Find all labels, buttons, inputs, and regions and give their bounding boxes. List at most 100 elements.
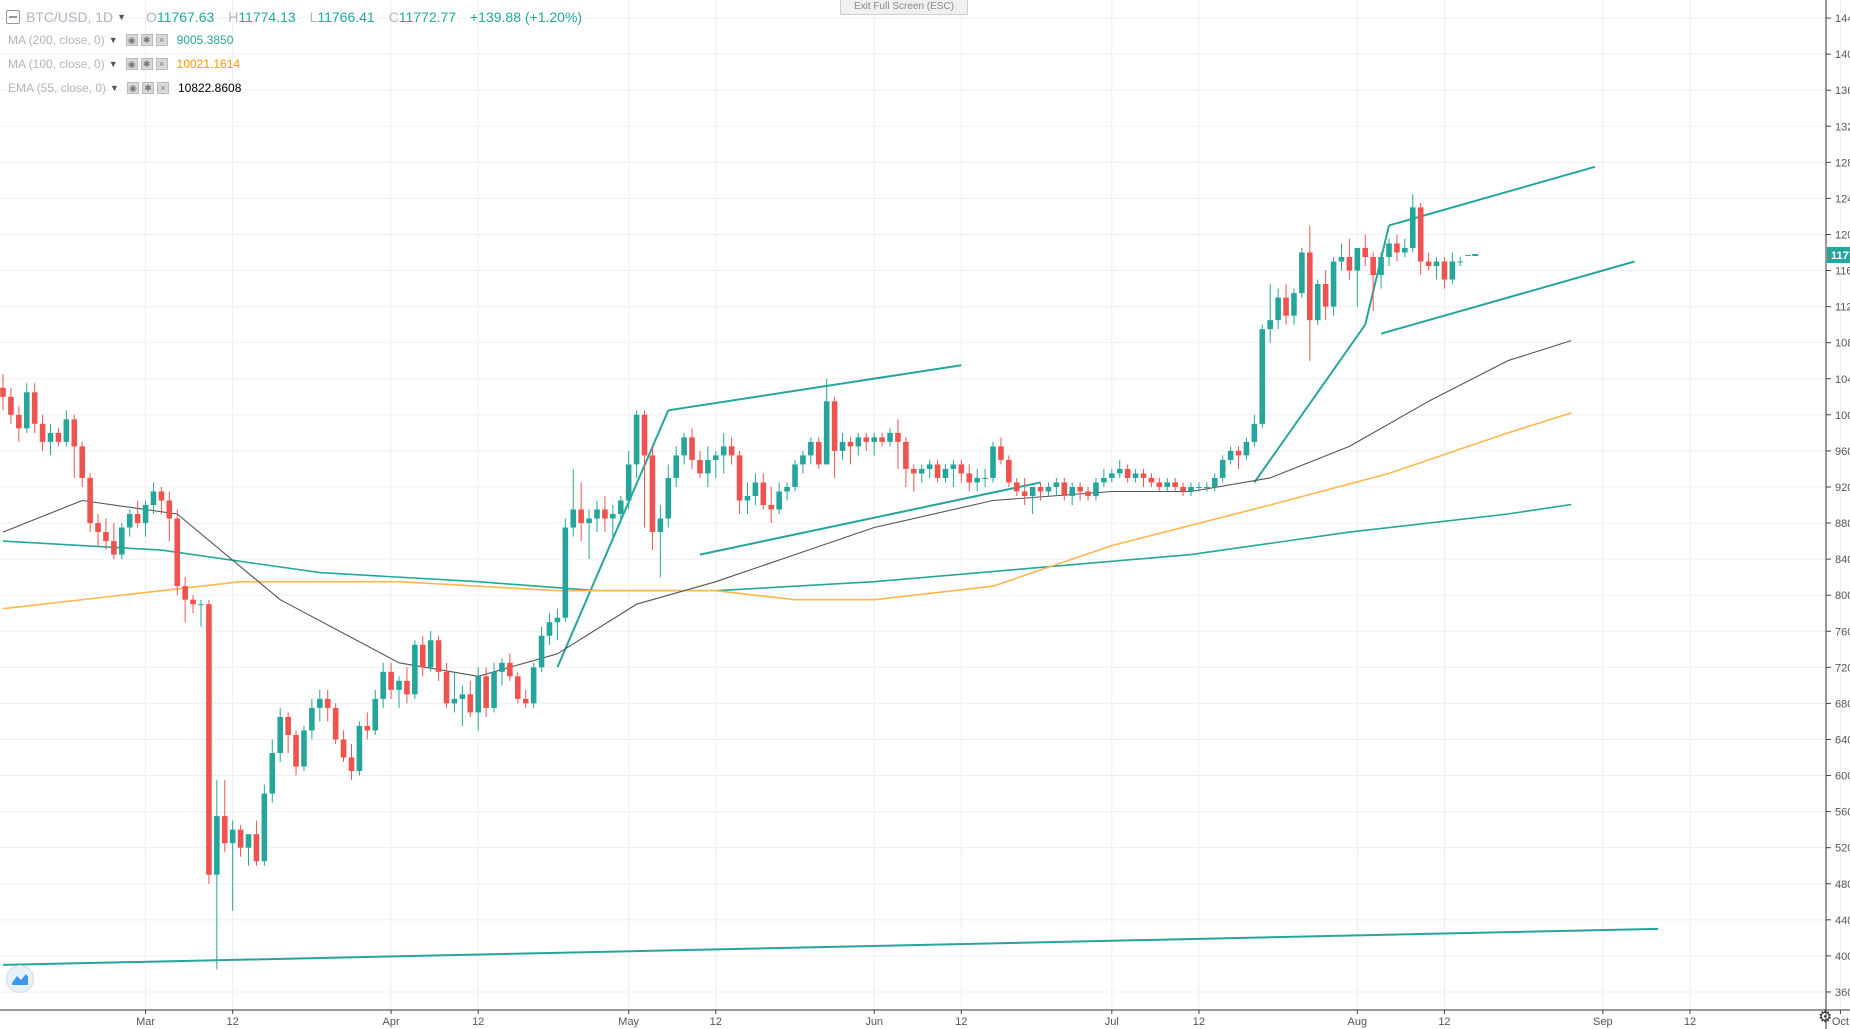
candle (1330, 257, 1337, 316)
candle (309, 698, 315, 740)
chevron-down-icon[interactable]: ▼ (108, 35, 118, 45)
candle-body (1156, 482, 1163, 487)
settings-icon[interactable]: ✱ (141, 82, 154, 94)
candle (1346, 238, 1353, 280)
candle-body (895, 432, 901, 442)
indicator-name[interactable]: MA (100, close, 0) (8, 57, 105, 71)
candle-body (887, 432, 893, 442)
candle-body (1227, 450, 1234, 460)
y-tick-label: 13200.00 (1835, 121, 1850, 133)
y-tick-label: 4800.00 (1835, 879, 1850, 891)
candle-body (174, 518, 181, 587)
ema55-line (2, 340, 1572, 677)
ohlc-values: O11767.63 H11774.13 L11766.41 C11772.77 … (146, 9, 583, 25)
candle (720, 432, 727, 474)
x-tick-label: Apr (383, 1016, 400, 1028)
tradingview-logo-icon[interactable] (6, 965, 34, 993)
candle (784, 482, 790, 501)
candle (79, 441, 85, 487)
candle-body (855, 437, 862, 447)
candle (1307, 225, 1313, 361)
indicator-name[interactable]: EMA (55, close, 0) (8, 81, 107, 95)
chevron-down-icon[interactable]: ▼ (110, 83, 119, 93)
candle-body (974, 477, 980, 483)
close-icon[interactable]: × (155, 34, 168, 46)
candle-body (491, 671, 497, 708)
symbol-label[interactable]: BTC/USD, 1D (26, 9, 114, 25)
candle-body (538, 635, 545, 668)
candle (863, 432, 870, 451)
candle (1457, 257, 1464, 267)
candle (879, 432, 885, 447)
y-tick-label: 8800.00 (1835, 518, 1850, 530)
candle-body (1069, 486, 1075, 496)
candle-body (784, 486, 790, 492)
indicator-name[interactable]: MA (200, close, 0) (8, 33, 105, 47)
candle-body (459, 694, 466, 699)
candle-body (1338, 257, 1345, 262)
close-icon[interactable]: × (156, 82, 169, 94)
visibility-icon[interactable]: ◉ (125, 58, 138, 70)
symbol-menu-icon[interactable] (6, 10, 20, 24)
settings-icon[interactable]: ✱ (140, 58, 153, 70)
candle-body (546, 622, 553, 636)
candle-body (253, 834, 260, 862)
y-tick-label: 11600.00 (1835, 266, 1850, 278)
candle-body (697, 459, 703, 474)
candle (1394, 234, 1400, 262)
candle-body (562, 527, 569, 618)
candle-body (744, 495, 751, 501)
candle-body (998, 446, 1004, 460)
candle (412, 640, 418, 699)
candle-body (103, 532, 109, 542)
candle (1116, 459, 1123, 478)
candle-body (530, 667, 537, 704)
candle (245, 834, 252, 866)
candle (1283, 284, 1289, 325)
candle (974, 468, 980, 492)
exit-fullscreen-button[interactable]: Exit Full Screen (ESC) (840, 0, 968, 15)
candle-body (1211, 477, 1218, 487)
candle-body (776, 491, 782, 510)
candle (578, 482, 584, 542)
change-value: +139.88 (+1.20%) (469, 9, 583, 25)
close-icon[interactable]: × (155, 58, 168, 70)
candle (768, 486, 775, 524)
candle-body (800, 455, 806, 465)
candle-body (467, 694, 474, 713)
last-price-label: 11772.77 (1831, 250, 1850, 262)
candle (221, 780, 228, 853)
candle-body (23, 392, 30, 429)
candle-body (1465, 254, 1471, 256)
candle-body (839, 441, 846, 451)
candle (776, 482, 782, 515)
candle-body (720, 446, 727, 456)
y-tick-label: 12000.00 (1835, 229, 1850, 241)
candle (958, 459, 965, 483)
visibility-icon[interactable]: ◉ (125, 34, 138, 46)
candle (47, 423, 54, 456)
candle (1370, 252, 1376, 312)
chevron-down-icon[interactable]: ▼ (108, 59, 118, 69)
candle-body (1259, 329, 1266, 424)
candle-body (1204, 486, 1210, 488)
settings-icon[interactable]: ✱ (140, 34, 153, 46)
candle-body (404, 680, 410, 695)
candle-body (594, 509, 600, 519)
candle-body (47, 432, 54, 442)
gear-icon[interactable]: ⚙ (1818, 1009, 1833, 1026)
candle (95, 514, 101, 546)
candle (142, 500, 149, 537)
candle-body (1188, 486, 1194, 492)
candle-body (293, 734, 299, 767)
visibility-icon[interactable]: ◉ (126, 82, 139, 94)
candle-body (1291, 293, 1297, 316)
candle-body (1457, 261, 1464, 263)
candle (253, 820, 260, 866)
candle-body (831, 401, 838, 451)
candle (713, 450, 719, 478)
candle-body (1394, 243, 1400, 253)
candle-body (1124, 468, 1131, 478)
chevron-down-icon[interactable]: ▼ (117, 12, 127, 22)
